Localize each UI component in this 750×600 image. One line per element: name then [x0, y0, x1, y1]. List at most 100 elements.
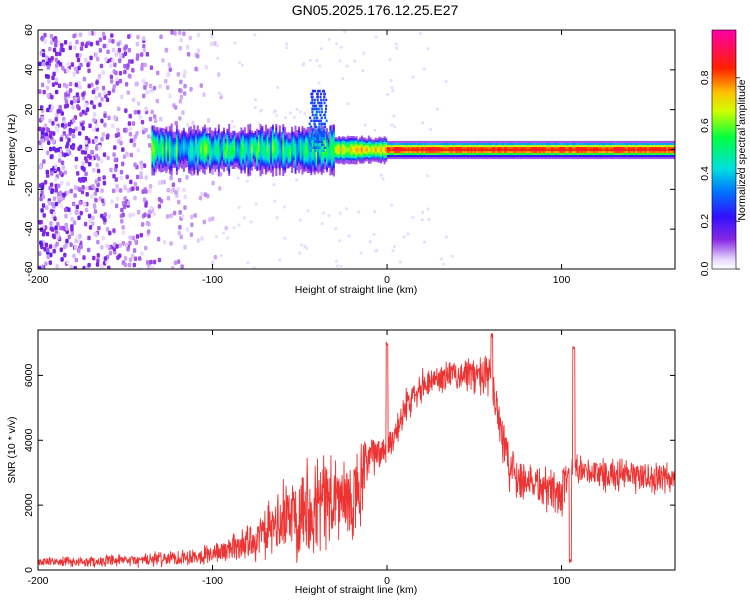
noise-pixel	[389, 79, 393, 82]
noise-pixel	[114, 52, 118, 57]
signal-pixel	[416, 156, 419, 160]
signal-pixel	[547, 154, 550, 158]
signal-pixel	[530, 154, 533, 158]
signal-pixel	[449, 146, 452, 150]
signal-pixel	[360, 159, 363, 162]
signal-pixel	[303, 134, 306, 137]
signal-pixel	[622, 142, 625, 146]
signal-pixel	[177, 155, 180, 158]
signal-pixel	[484, 150, 487, 154]
signal-pixel	[580, 142, 583, 146]
signal-pixel	[320, 126, 323, 129]
signal-pixel	[308, 168, 311, 171]
signal-pixel	[161, 137, 164, 141]
signal-pixel	[242, 148, 245, 151]
signal-pixel	[458, 140, 461, 144]
signal-pixel	[209, 133, 211, 136]
signal-pixel	[212, 141, 215, 144]
signal-pixel	[415, 150, 417, 154]
signal-pixel	[217, 138, 220, 141]
signal-pixel	[397, 148, 400, 152]
signal-pixel	[207, 133, 210, 136]
signal-pixel	[284, 166, 287, 170]
signal-pixel	[598, 144, 601, 148]
signal-pixel	[191, 143, 194, 146]
signal-pixel	[298, 166, 300, 169]
noise-pixel	[41, 203, 46, 208]
signal-pixel	[210, 156, 213, 159]
signal-pixel	[315, 169, 318, 172]
noise-pixel	[138, 267, 142, 269]
signal-pixel	[434, 150, 437, 154]
signal-pixel	[498, 148, 501, 152]
signal-pixel	[580, 148, 583, 152]
signal-pixel	[336, 139, 339, 142]
signal-pixel	[547, 144, 550, 148]
signal-pixel	[353, 158, 356, 161]
noise-pixel	[278, 258, 282, 262]
signal-pixel	[336, 137, 339, 140]
signal-pixel	[540, 144, 543, 148]
signal-pixel	[315, 157, 318, 160]
signal-pixel	[172, 133, 175, 136]
signal-pixel	[446, 150, 449, 154]
signal-pixel	[570, 154, 573, 158]
signal-pixel	[230, 156, 232, 159]
signal-pixel	[339, 153, 342, 156]
signal-pixel	[284, 127, 287, 130]
signal-pixel	[582, 150, 585, 154]
signal-pixel	[409, 146, 412, 150]
signal-pixel	[448, 152, 451, 156]
noise-pixel	[158, 84, 162, 89]
signal-pixel	[549, 152, 552, 156]
signal-pixel	[252, 152, 255, 155]
signal-pixel	[266, 154, 269, 157]
signal-pixel	[278, 133, 281, 136]
noise-pixel	[230, 119, 234, 123]
signal-pixel	[399, 156, 402, 160]
signal-pixel	[336, 141, 339, 144]
signal-pixel	[256, 164, 259, 167]
signal-pixel	[188, 165, 191, 168]
signal-pixel	[582, 152, 585, 156]
signal-pixel	[270, 166, 273, 169]
signal-pixel	[565, 140, 568, 144]
signal-pixel	[511, 154, 513, 158]
signal-pixel	[238, 133, 241, 136]
signal-pixel	[339, 145, 342, 148]
signal-pixel	[448, 142, 451, 146]
signal-pixel	[497, 140, 499, 144]
signal-pixel	[542, 152, 545, 156]
signal-pixel	[237, 138, 239, 141]
signal-pixel	[469, 148, 472, 152]
signal-pixel	[303, 130, 306, 133]
signal-pixel	[404, 148, 407, 152]
signal-pixel	[622, 144, 625, 148]
signal-pixel	[240, 167, 243, 170]
signal-pixel	[160, 156, 163, 159]
signal-pixel	[364, 145, 367, 148]
signal-pixel	[608, 156, 611, 160]
signal-pixel	[287, 156, 290, 159]
signal-pixel	[289, 150, 292, 153]
noise-pixel	[186, 52, 191, 57]
signal-pixel	[156, 140, 159, 143]
signal-pixel	[549, 140, 552, 144]
signal-pixel	[528, 150, 531, 154]
signal-pixel	[296, 146, 299, 149]
signal-pixel	[231, 148, 234, 151]
signal-pixel	[338, 159, 341, 162]
signal-pixel	[294, 157, 297, 160]
signal-pixel	[168, 172, 171, 175]
signal-pixel	[291, 134, 294, 138]
signal-pixel	[329, 153, 332, 156]
signal-pixel	[371, 149, 374, 152]
noise-pixel	[84, 58, 88, 63]
signal-pixel	[285, 154, 288, 157]
signal-pixel	[165, 158, 168, 161]
signal-pixel	[334, 145, 337, 148]
signal-pixel	[329, 147, 332, 150]
signal-pixel	[216, 154, 218, 158]
signal-pixel	[402, 144, 405, 148]
signal-pixel	[299, 161, 302, 164]
